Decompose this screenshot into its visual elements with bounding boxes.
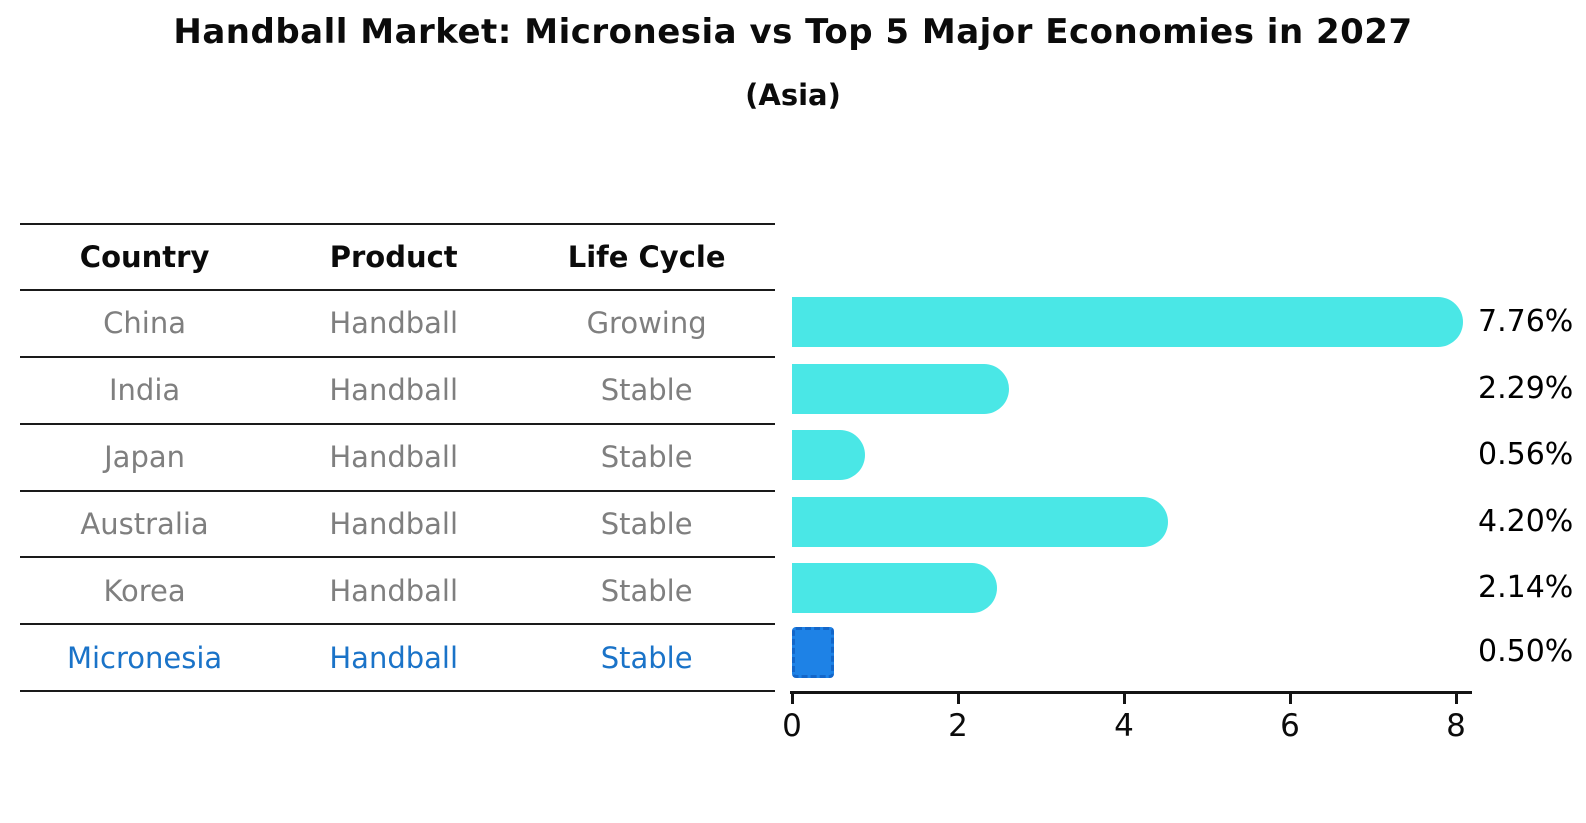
chart-title: Handball Market: Micronesia vs Top 5 Maj… xyxy=(173,12,1413,52)
cell-country: India xyxy=(108,373,181,408)
value-label-micronesia: 0.50% xyxy=(1478,634,1574,669)
value-label-india: 2.29% xyxy=(1478,371,1574,406)
cell-lifecycle: Stable xyxy=(600,640,693,675)
value-label-australia: 4.20% xyxy=(1478,504,1574,539)
cell-product: Handball xyxy=(329,573,459,608)
x-axis-tick xyxy=(1289,694,1292,704)
table-row-china: China Handball Growing xyxy=(20,289,775,356)
bar-australia xyxy=(792,497,1168,547)
cell-lifecycle: Growing xyxy=(586,306,707,341)
table-header-row: Country Product Life Cycle xyxy=(20,223,775,289)
x-axis-tick xyxy=(1123,694,1126,704)
cell-country: Korea xyxy=(103,573,186,608)
cell-product: Handball xyxy=(329,373,459,408)
cell-lifecycle: Stable xyxy=(600,440,693,475)
bar-korea xyxy=(792,563,997,613)
column-header-lifecycle: Life Cycle xyxy=(567,240,726,274)
x-tick-label: 0 xyxy=(782,708,802,744)
cell-product: Handball xyxy=(329,506,459,541)
x-axis-tick xyxy=(1455,694,1458,704)
x-axis-tick xyxy=(791,694,794,704)
table-row-india: India Handball Stable xyxy=(20,355,775,423)
cell-country: China xyxy=(103,306,186,341)
x-tick-label: 8 xyxy=(1446,708,1466,744)
bar-japan xyxy=(792,430,865,480)
cell-product: Handball xyxy=(329,640,459,675)
table-row-korea: Korea Handball Stable xyxy=(20,556,775,623)
x-axis-tick xyxy=(957,694,960,704)
country-table: Country Product Life Cycle China Handbal… xyxy=(20,223,775,692)
table-row-australia: Australia Handball Stable xyxy=(20,489,775,557)
cell-product: Handball xyxy=(329,306,459,341)
value-label-korea: 2.14% xyxy=(1478,570,1574,605)
column-header-product: Product xyxy=(329,240,458,274)
cell-country: Australia xyxy=(80,506,209,541)
cell-lifecycle: Stable xyxy=(600,506,693,541)
bar-micronesia xyxy=(792,627,834,678)
chart-subtitle: (Asia) xyxy=(745,78,841,112)
table-row-japan: Japan Handball Stable xyxy=(20,422,775,490)
x-tick-label: 4 xyxy=(1114,708,1134,744)
column-header-country: Country xyxy=(79,240,210,274)
cell-country: Japan xyxy=(104,440,186,475)
cell-product: Handball xyxy=(329,440,459,475)
x-tick-label: 6 xyxy=(1280,708,1300,744)
value-label-japan: 0.56% xyxy=(1478,437,1574,472)
value-label-china: 7.76% xyxy=(1478,304,1574,339)
bar-china xyxy=(792,297,1463,347)
x-axis-line xyxy=(790,691,1472,694)
x-tick-label: 2 xyxy=(948,708,968,744)
table-row-micronesia: Micronesia Handball Stable xyxy=(20,623,775,690)
cell-country: Micronesia xyxy=(66,640,223,675)
cell-lifecycle: Stable xyxy=(600,373,693,408)
bar-india xyxy=(792,364,1009,414)
cell-lifecycle: Stable xyxy=(600,573,693,608)
